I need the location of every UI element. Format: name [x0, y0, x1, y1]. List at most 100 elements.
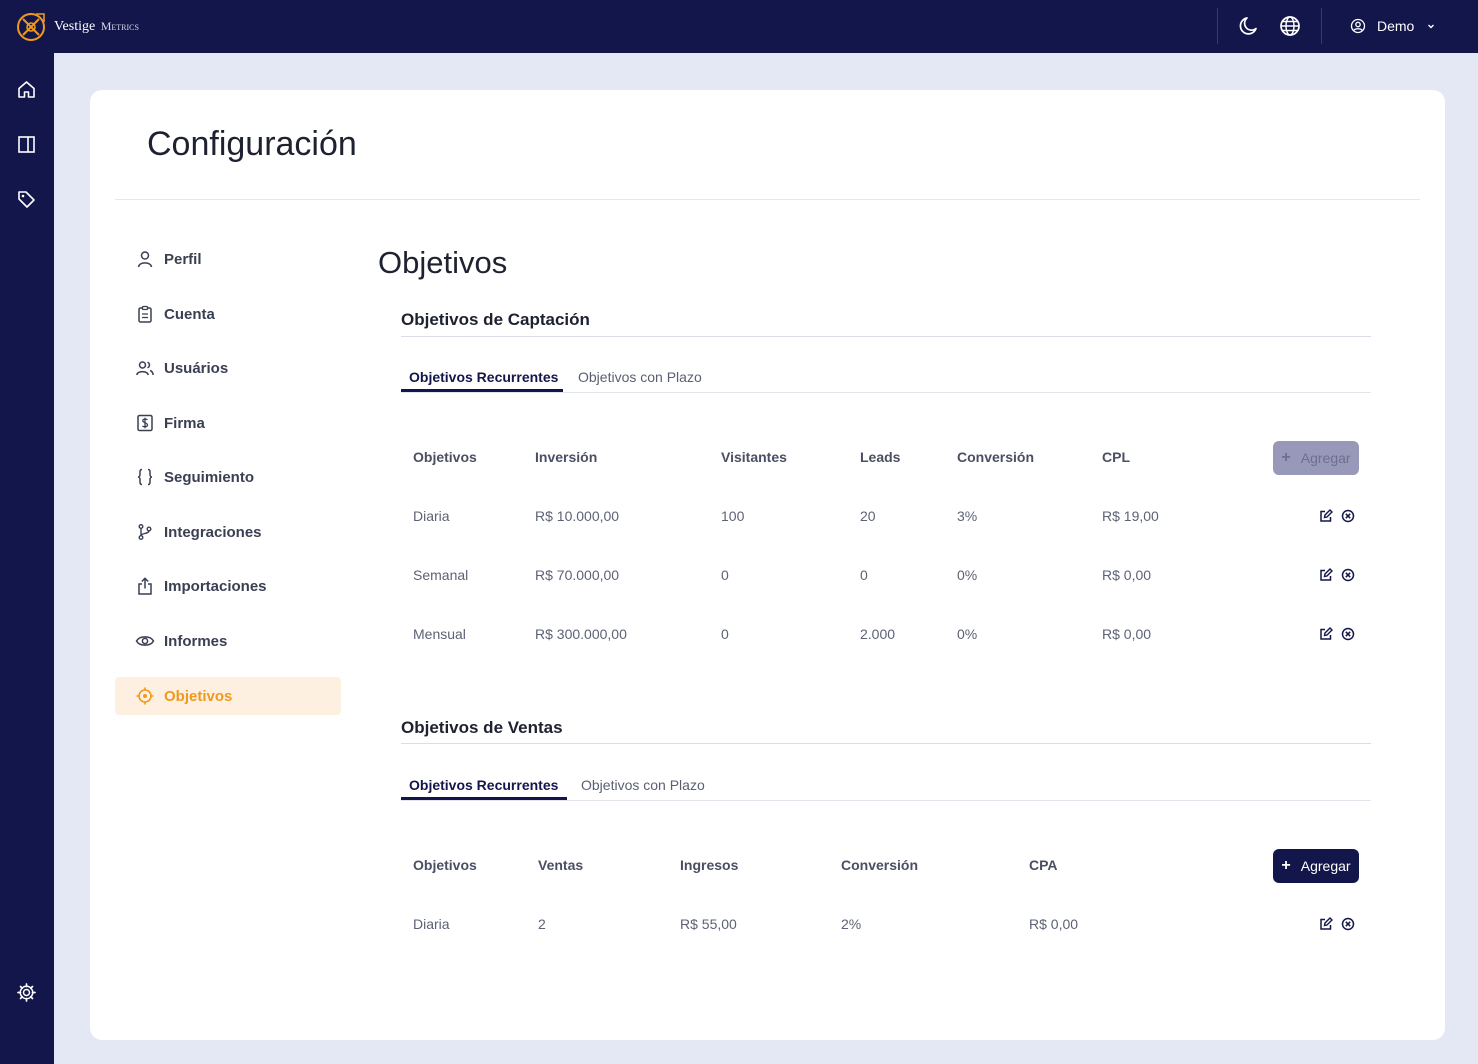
table-cell: R$ 55,00 [680, 916, 737, 932]
user-circle-icon [1350, 18, 1366, 34]
menu-item-firma[interactable]: Firma [115, 404, 341, 442]
edit-icon[interactable] [1319, 627, 1333, 641]
table-cell: R$ 300.000,00 [535, 626, 627, 642]
column-header: CPL [1102, 449, 1130, 465]
plus-icon: + [1281, 449, 1291, 466]
row-actions [1319, 509, 1359, 525]
tab-objetivos-recurrentes[interactable]: Objetivos Recurrentes [401, 770, 567, 800]
ventas-tabs: Objetivos Recurrentes Objetivos con Plaz… [401, 770, 1371, 801]
settings-card: Configuración Perfil Cuenta Usuários Fir… [90, 90, 1445, 1040]
table-cell: R$ 0,00 [1102, 626, 1152, 642]
home-icon[interactable] [16, 79, 37, 100]
chevron-down-icon [1428, 24, 1435, 29]
topbar-divider [1321, 8, 1322, 44]
menu-item-usuarios[interactable]: Usuários [115, 349, 341, 387]
tabs-divider [401, 800, 1371, 801]
menu-item-importaciones[interactable]: Importaciones [115, 567, 341, 605]
table-cell: 20 [860, 508, 876, 524]
table-cell: 3% [957, 508, 978, 524]
tab-objetivos-recurrentes[interactable]: Objetivos Recurrentes [401, 362, 563, 392]
dollar-icon [137, 414, 153, 432]
menu-item-label: Importaciones [164, 577, 267, 595]
table-cell: 0% [957, 626, 978, 642]
menu-item-label: Objetivos [164, 687, 233, 705]
ventas-title: Objetivos de Ventas [401, 718, 563, 737]
table-cell: 0 [721, 567, 729, 583]
left-rail [0, 53, 54, 1064]
page-title: Configuración [147, 125, 357, 163]
add-captacion-button[interactable]: + Agregar [1273, 441, 1359, 475]
row-actions [1319, 568, 1359, 584]
captacion-block: Objetivos de Captación Objetivos Recurre… [401, 310, 1371, 680]
row-actions [1319, 627, 1359, 643]
menu-item-cuenta[interactable]: Cuenta [115, 295, 341, 333]
column-header: CPA [1029, 857, 1058, 873]
menu-item-integraciones[interactable]: Integraciones [115, 513, 341, 551]
column-header: Visitantes [721, 449, 787, 465]
ventas-divider [401, 743, 1371, 744]
globe-icon[interactable] [1278, 14, 1302, 38]
table-cell: R$ 19,00 [1102, 508, 1159, 524]
table-cell: 2 [538, 916, 546, 932]
column-header: Inversión [535, 449, 598, 465]
column-header: Leads [860, 449, 901, 465]
brand-name: Vestige Metrics [54, 19, 139, 34]
table-cell: 100 [721, 508, 745, 524]
add-label: Agregar [1300, 450, 1351, 466]
sidebar-panel-icon[interactable] [16, 134, 37, 155]
user-name: Demo [1377, 18, 1415, 34]
menu-item-seguimiento[interactable]: Seguimiento [115, 458, 341, 496]
table-cell: 0 [860, 567, 868, 583]
tab-objetivos-con-plazo[interactable]: Objetivos con Plazo [581, 777, 705, 793]
table-cell: 0% [957, 567, 978, 583]
delete-icon[interactable] [1341, 568, 1355, 582]
menu-item-objetivos[interactable]: Objetivos [115, 677, 341, 715]
moon-icon[interactable] [1237, 14, 1261, 38]
tab-objetivos-con-plazo[interactable]: Objetivos con Plazo [578, 369, 702, 385]
section-title: Objetivos [378, 245, 508, 280]
eye-icon [135, 636, 155, 646]
menu-item-informes[interactable]: Informes [115, 622, 341, 660]
delete-icon[interactable] [1341, 627, 1355, 641]
menu-item-label: Cuenta [164, 305, 215, 323]
column-header: Ingresos [680, 857, 739, 873]
table-cell: R$ 0,00 [1029, 916, 1079, 932]
column-header: Conversión [957, 449, 1035, 465]
delete-icon[interactable] [1341, 509, 1355, 523]
captacion-title: Objetivos de Captación [401, 310, 590, 329]
edit-icon[interactable] [1319, 568, 1333, 582]
table-cell: R$ 10.000,00 [535, 508, 620, 524]
branch-icon [138, 524, 152, 540]
user-menu[interactable]: Demo [1350, 14, 1436, 38]
add-ventas-button[interactable]: + Agregar [1273, 849, 1359, 883]
target-icon [136, 687, 154, 705]
tabs-divider [401, 392, 1371, 393]
menu-item-label: Perfil [164, 250, 202, 268]
captacion-divider [401, 336, 1371, 337]
edit-icon[interactable] [1319, 917, 1333, 931]
table-cell: 0 [721, 626, 729, 642]
menu-item-perfil[interactable]: Perfil [115, 240, 341, 278]
logo-icon[interactable] [14, 10, 48, 44]
column-header: Objetivos [413, 857, 477, 873]
column-header: Objetivos [413, 449, 477, 465]
braces-icon [137, 468, 153, 486]
menu-item-label: Firma [164, 414, 205, 432]
clipboard-icon [138, 305, 152, 323]
menu-item-label: Seguimiento [164, 468, 255, 486]
users-icon [136, 361, 154, 376]
title-divider [115, 199, 1420, 200]
plus-icon: + [1281, 857, 1291, 874]
table-cell: Mensual [413, 626, 466, 642]
topbar-divider [1217, 8, 1218, 44]
row-actions [1319, 917, 1359, 933]
edit-icon[interactable] [1319, 509, 1333, 523]
delete-icon[interactable] [1341, 917, 1355, 931]
table-cell: Diaria [413, 916, 450, 932]
settings-icon[interactable] [16, 982, 37, 1003]
table-cell: Diaria [413, 508, 450, 524]
tag-icon[interactable] [16, 189, 37, 210]
menu-item-label: Integraciones [164, 523, 262, 541]
user-icon [137, 251, 153, 268]
add-label: Agregar [1300, 858, 1351, 874]
